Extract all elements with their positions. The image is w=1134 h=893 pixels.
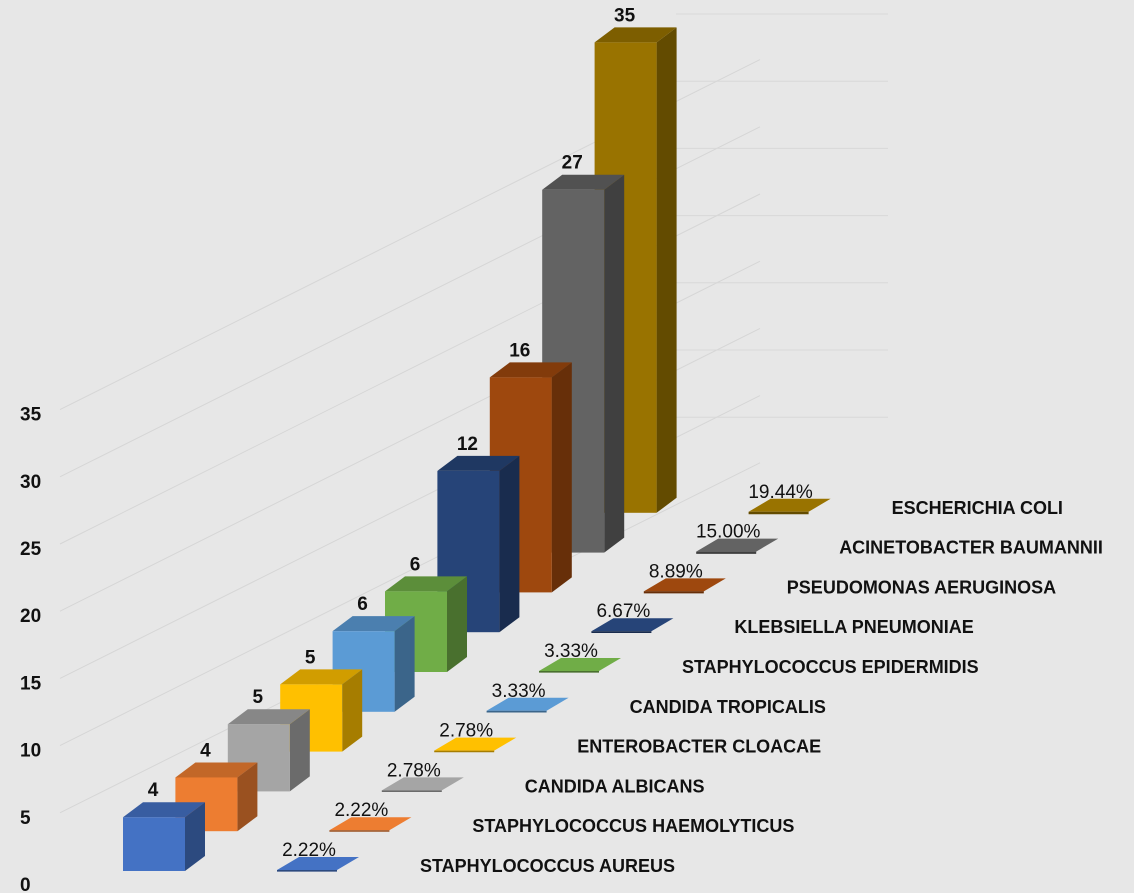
value-label: 12 <box>457 434 478 455</box>
value-label: 35 <box>614 5 636 26</box>
bar-side <box>289 709 310 792</box>
category-label: ENTEROBACTER CLOACAE <box>577 737 821 757</box>
category-label: CANDIDA ALBICANS <box>525 776 705 796</box>
percent-label: 2.22% <box>282 840 336 861</box>
bar-side <box>551 362 572 593</box>
value-label: 5 <box>305 647 316 668</box>
plate-top <box>696 538 779 552</box>
percent-plate: 3.33% <box>486 681 569 713</box>
value-label: 27 <box>562 153 583 174</box>
value-label: 4 <box>200 740 211 761</box>
category-label: KLEBSIELLA PNEUMONIAE <box>734 617 973 637</box>
percent-label: 19.44% <box>748 482 813 503</box>
percent-plate: 2.22% <box>277 840 359 872</box>
plate-top <box>748 498 831 512</box>
y-tick-label: 0 <box>20 875 31 893</box>
percent-label: 8.89% <box>649 561 703 582</box>
bar-side <box>394 616 415 712</box>
plate-top <box>329 817 412 831</box>
percent-plate: 8.89% <box>643 561 726 594</box>
y-tick-label: 25 <box>20 539 42 560</box>
percent-plate: 2.78% <box>381 760 464 793</box>
percent-plate: 2.22% <box>329 800 412 832</box>
percent-label: 2.78% <box>439 721 493 742</box>
category-label: CANDIDA TROPICALIS <box>630 697 826 717</box>
plate-edge <box>381 790 442 793</box>
bar-side <box>237 762 258 832</box>
category-label: PSEUDOMONAS AERUGINOSA <box>787 577 1056 597</box>
bar-top <box>175 762 258 778</box>
category-label: ACINETOBACTER BAUMANNII <box>839 538 1103 558</box>
plate-top <box>381 777 464 791</box>
bar-top <box>280 669 363 685</box>
bar: 4 <box>123 780 205 871</box>
plate-edge <box>643 591 704 594</box>
percent-label: 2.22% <box>334 800 388 821</box>
category-label: ESCHERICHIA COLI <box>892 498 1063 518</box>
bar-top <box>332 616 415 632</box>
plate-top <box>591 618 674 632</box>
value-label: 16 <box>509 340 530 361</box>
percent-label: 15.00% <box>696 522 761 543</box>
percent-plates: 19.44% 15.00% 8.89% 6.67% 3.33% 3.33% 2.78% 2.7… <box>277 482 831 872</box>
bar-side <box>499 455 520 633</box>
percent-plate: 2.78% <box>434 721 517 753</box>
y-tick-label: 5 <box>20 808 31 829</box>
plate-edge <box>486 710 547 713</box>
plate-edge <box>539 671 599 673</box>
plate-top <box>277 857 359 870</box>
bar-side <box>342 669 363 752</box>
gridlines <box>59 13 888 814</box>
y-tick-label: 15 <box>20 673 42 694</box>
bars: 35 27 16 12 6 6 5 5 4 4 <box>123 5 677 871</box>
category-label: STAPHYLOCOCCUS HAEMOLYTICUS <box>472 816 794 836</box>
percent-label: 6.67% <box>596 601 650 622</box>
percent-plate: 15.00% <box>696 522 779 554</box>
y-tick-label: 35 <box>20 405 42 426</box>
bar-top <box>123 802 205 818</box>
value-label: 6 <box>357 594 368 615</box>
category-labels: STAPHYLOCOCCUS AUREUS STAPHYLOCOCCUS HAEM… <box>420 498 1103 876</box>
value-label: 4 <box>148 780 159 801</box>
y-axis: 0 5 10 15 20 25 30 35 <box>20 405 42 893</box>
bar-side <box>185 802 205 871</box>
category-label: STAPHYLOCOCCUS AUREUS <box>420 856 675 876</box>
value-label: 6 <box>410 554 421 575</box>
plate-edge <box>434 750 495 753</box>
percent-label: 2.78% <box>387 760 441 781</box>
plate-top <box>486 697 569 711</box>
plate-top <box>434 737 517 751</box>
bar-side <box>656 27 677 513</box>
bar-side <box>604 174 625 553</box>
plate-edge <box>748 511 809 515</box>
plate-top <box>643 578 726 592</box>
bar-top <box>542 174 625 190</box>
percent-label: 3.33% <box>544 641 598 662</box>
percent-plate: 6.67% <box>591 601 674 634</box>
plate-edge <box>591 631 652 634</box>
bar-top <box>385 576 467 592</box>
plate-edge <box>329 830 390 832</box>
percent-label: 3.33% <box>492 681 546 702</box>
bar-top <box>489 362 572 378</box>
category-label: STAPHYLOCOCCUS EPIDERMIDIS <box>682 657 979 677</box>
y-tick-label: 10 <box>20 741 41 762</box>
percent-plate: 3.33% <box>539 641 621 673</box>
percent-plate: 19.44% <box>748 482 831 515</box>
value-label: 5 <box>253 687 264 708</box>
y-tick-label: 20 <box>20 606 41 627</box>
plate-edge <box>277 870 337 872</box>
bar-top <box>437 455 520 471</box>
bar-side <box>447 576 467 672</box>
y-tick-label: 30 <box>20 472 41 493</box>
plate-edge <box>696 551 757 554</box>
bar-top <box>227 709 310 725</box>
bar-front <box>123 817 185 871</box>
bar-top <box>594 27 677 43</box>
plate-top <box>539 658 621 671</box>
bar: 6 <box>385 554 467 672</box>
